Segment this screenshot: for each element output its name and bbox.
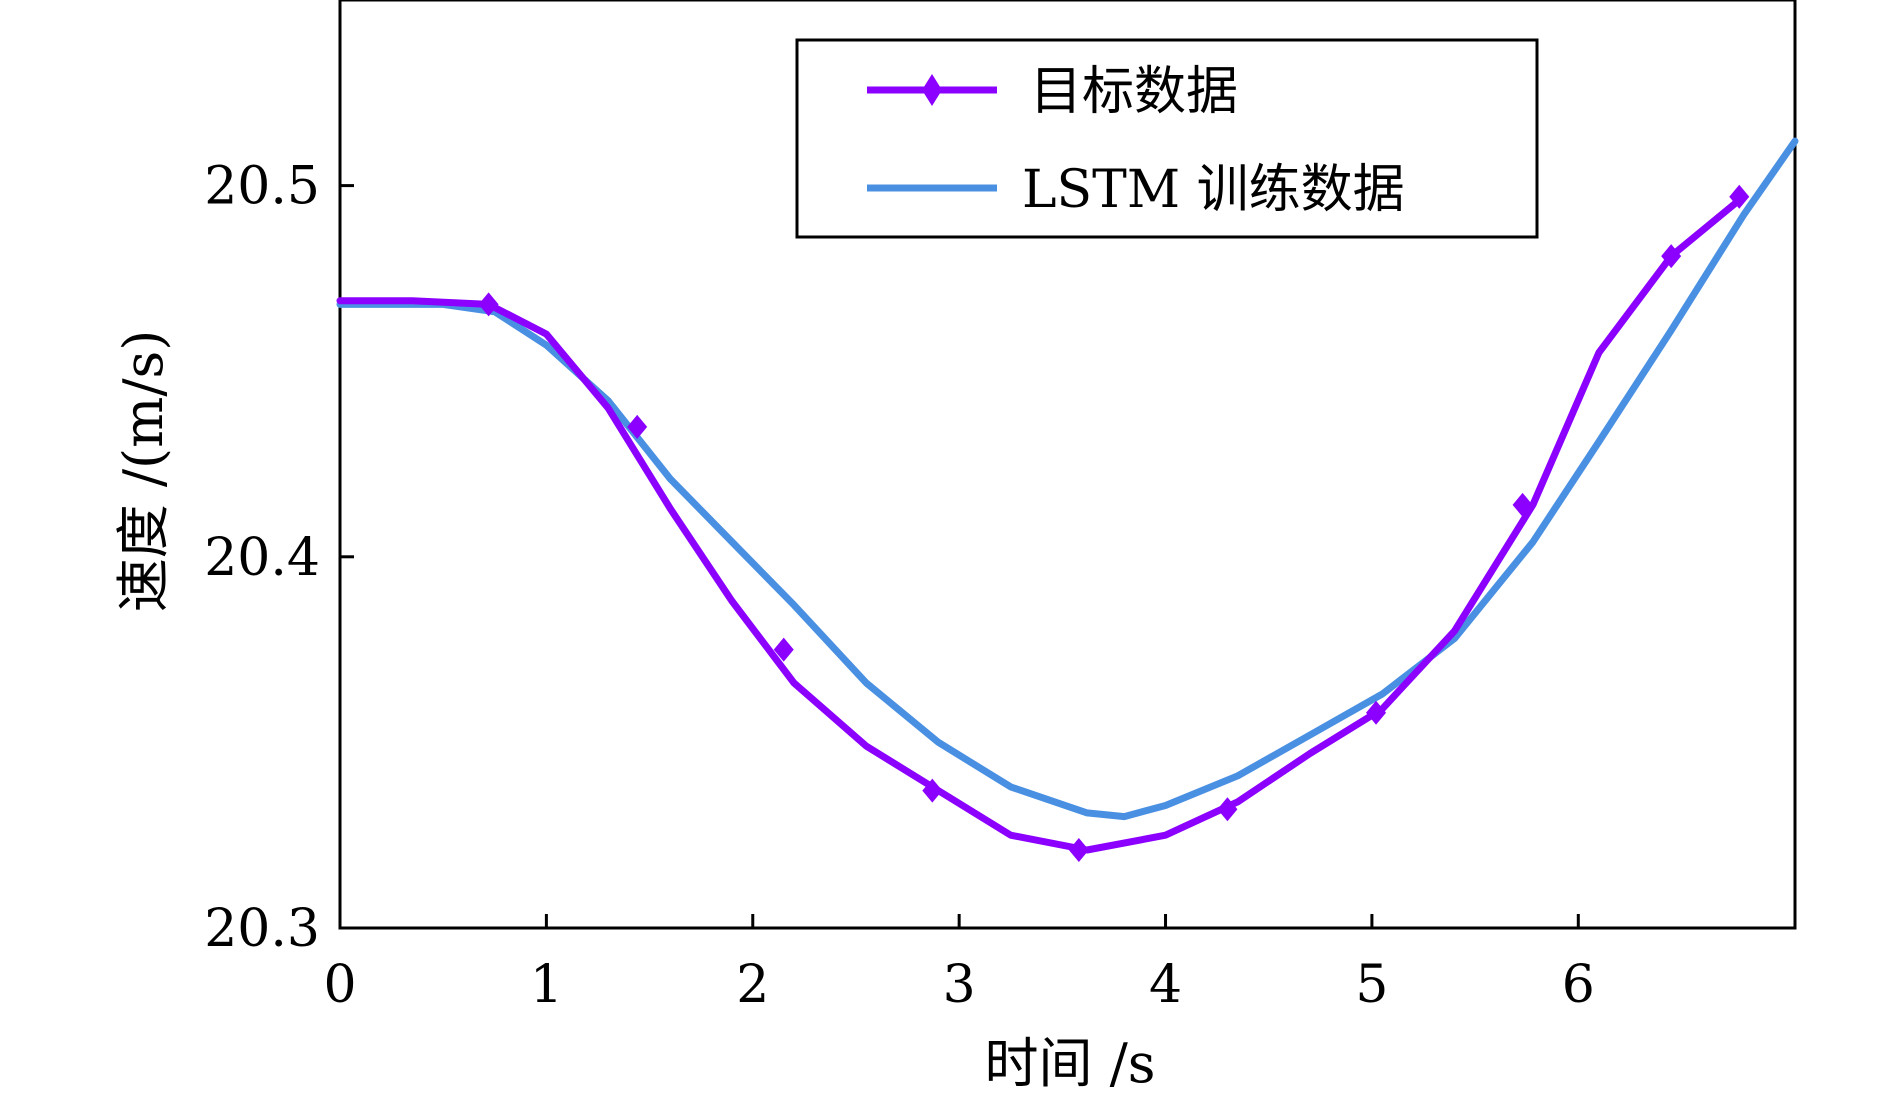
marker-layer <box>478 184 1750 863</box>
x-tick-label: 1 <box>530 955 563 1015</box>
x-tick-label: 4 <box>1149 955 1182 1015</box>
series-line-lstm <box>336 137 1799 821</box>
legend-label-lstm: LSTM 训练数据 <box>1022 160 1405 220</box>
legend-marker-diamond <box>922 74 942 106</box>
data-point-marker <box>627 414 648 439</box>
data-point-marker <box>1366 700 1387 725</box>
x-axis-label: 时间 /s <box>984 1032 1155 1095</box>
data-point-marker <box>1661 244 1682 269</box>
plot-area-border <box>338 0 1797 930</box>
legend-box <box>795 38 1539 239</box>
y-axis-label: 速度 /(m/s) <box>112 330 175 613</box>
x-tick-label: 5 <box>1355 955 1388 1015</box>
axis-layer: 0 1 2 3 4 5 6 20.3 20.4 20.5 <box>204 157 1595 1015</box>
data-point-marker <box>1729 184 1750 209</box>
plot-frame <box>338 0 1797 930</box>
x-tick-label: 0 <box>323 955 356 1015</box>
data-point-marker <box>1217 797 1238 822</box>
x-tick-label: 2 <box>736 955 769 1015</box>
x-tick-label: 3 <box>943 955 976 1015</box>
data-point-marker <box>773 637 794 662</box>
series-line-target <box>336 193 1747 854</box>
data-point-marker <box>1068 838 1089 863</box>
data-point-marker <box>1512 492 1533 517</box>
x-tick-label: 6 <box>1562 955 1595 1015</box>
series-layer <box>336 137 1799 854</box>
legend-label-target: 目标数据 <box>1030 62 1238 122</box>
y-tick-label: 20.4 <box>204 528 320 588</box>
data-point-marker <box>922 778 943 803</box>
data-point-marker <box>478 292 499 317</box>
y-tick-label: 20.5 <box>204 157 320 217</box>
legend: 目标数据 LSTM 训练数据 <box>795 38 1539 239</box>
y-tick-label: 20.3 <box>204 899 320 959</box>
